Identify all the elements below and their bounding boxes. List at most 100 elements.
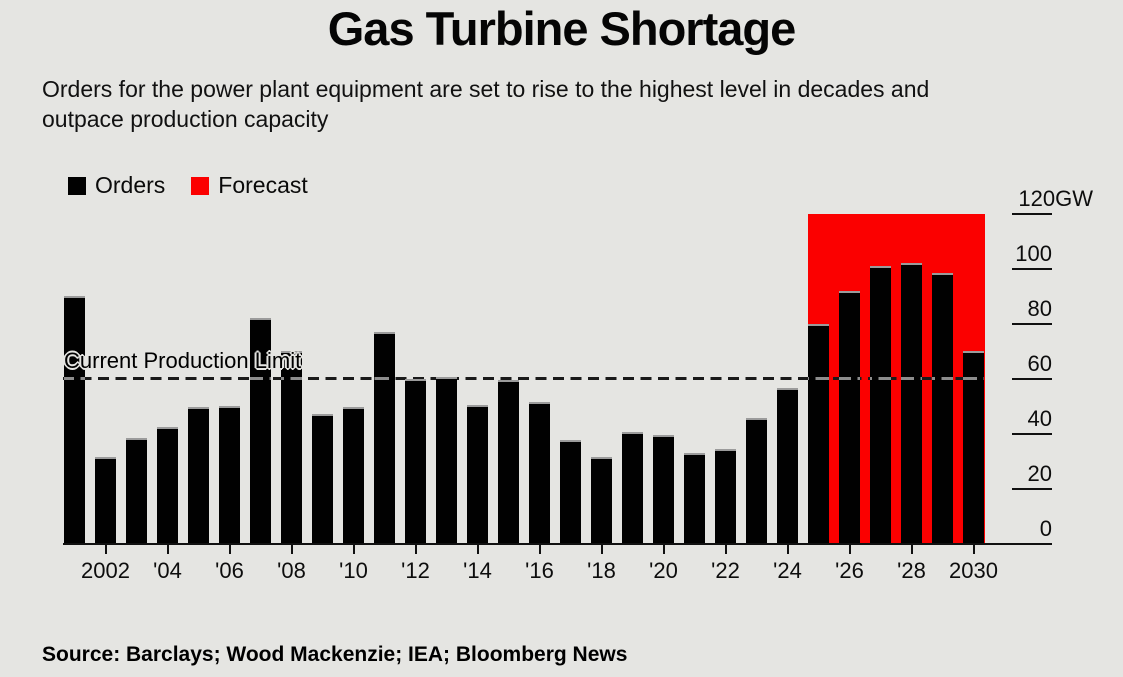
bar-2003	[126, 437, 147, 544]
x-tick-2028	[910, 544, 913, 554]
bar-2026	[839, 290, 860, 544]
bar-2025	[808, 323, 829, 544]
bar-top-edge	[622, 432, 643, 435]
source-line: Source: Barclays; Wood Mackenzie; IEA; B…	[42, 643, 628, 666]
y-tick-label-100: 100	[1015, 240, 1052, 266]
bar-2029	[932, 272, 953, 544]
y-tick-label-80: 80	[1027, 295, 1052, 321]
bar-top-edge	[963, 351, 984, 353]
subtitle-line-1: Orders for the power plant equipment are…	[42, 76, 930, 102]
legend-swatch-icon	[191, 176, 210, 195]
bar-2006	[219, 406, 240, 544]
bar-2019	[622, 432, 643, 544]
x-tick-label-2022: '22	[711, 558, 740, 583]
bar-2014	[467, 404, 488, 544]
x-axis-line	[63, 542, 1052, 545]
x-tick-2024	[786, 544, 789, 554]
y-tick-20	[1012, 487, 1052, 490]
production-limit-line-over-bar	[250, 377, 271, 380]
chart-legend: Orders Forecast	[68, 172, 308, 199]
bar-2009	[312, 414, 333, 544]
bar-2004	[157, 426, 178, 544]
bar-top-edge	[374, 331, 395, 334]
bar-2002	[95, 456, 116, 544]
bar-2012	[405, 378, 426, 544]
bar-2005	[188, 407, 209, 544]
bar-top-edge	[219, 406, 240, 408]
x-tick-label-2024: '24	[773, 558, 802, 583]
legend-label: Orders	[95, 172, 166, 198]
x-tick-2018	[600, 544, 603, 554]
bar-2015	[498, 379, 519, 544]
bar-top-edge	[250, 318, 271, 320]
x-tick-label-2008: '08	[277, 558, 306, 583]
legend-item-orders: Orders	[68, 172, 165, 199]
bar-2011	[374, 331, 395, 544]
production-limit-annotation: Current Production Limit	[64, 348, 302, 373]
x-tick-label-2006: '06	[215, 558, 244, 583]
page-title: Gas Turbine Shortage	[327, 2, 797, 55]
x-tick-2004	[166, 544, 169, 554]
bar-top-edge	[932, 272, 953, 275]
bar-top-edge	[591, 456, 612, 459]
x-tick-label-2014: '14	[463, 558, 492, 583]
legend-label: Forecast	[218, 172, 308, 198]
subtitle-line-2: outpace production capacity	[42, 106, 329, 132]
bar-top-edge	[901, 263, 922, 265]
legend-swatch-icon	[68, 176, 86, 195]
bar-top-edge	[808, 323, 829, 326]
production-limit-line-over-bar	[870, 377, 891, 380]
y-tick-40	[1012, 432, 1052, 435]
bar-top-edge	[157, 426, 178, 429]
bar-2024	[777, 388, 798, 544]
production-limit-line	[63, 377, 985, 380]
bar-2020	[653, 434, 674, 544]
y-tick-60	[1012, 377, 1052, 380]
production-limit-line-over-bar	[374, 377, 395, 380]
production-limit-line-over-bar	[281, 377, 302, 380]
bar-2017	[560, 440, 581, 544]
production-limit-line-over-bar	[932, 377, 953, 380]
y-tick-label-60: 60	[1027, 350, 1052, 376]
bar-top-edge	[126, 437, 147, 440]
bar-top-edge	[746, 418, 767, 421]
x-tick-2014	[476, 544, 479, 554]
y-tick-80	[1012, 322, 1052, 325]
bar-2013	[436, 377, 457, 544]
y-tick-120	[1012, 212, 1052, 215]
x-tick-2030	[972, 544, 975, 554]
bar-top-edge	[529, 401, 550, 404]
x-tick-label-2002: 2002	[81, 558, 130, 583]
bar-2022	[715, 448, 736, 544]
bar-top-edge	[498, 379, 519, 382]
bar-2001	[64, 296, 85, 544]
x-tick-2016	[538, 544, 541, 554]
y-tick-label-0: 0	[1039, 515, 1052, 541]
bar-2008	[281, 351, 302, 544]
bar-2028	[901, 263, 922, 544]
x-tick-label-2018: '18	[587, 558, 616, 583]
x-tick-2006	[228, 544, 231, 554]
x-tick-2012	[414, 544, 417, 554]
production-limit-line-over-bar	[808, 377, 829, 380]
x-tick-2002	[104, 544, 107, 554]
bar-2021	[684, 452, 705, 544]
bar-2030	[963, 351, 984, 544]
x-tick-2020	[662, 544, 665, 554]
x-tick-2008	[290, 544, 293, 554]
bar-top-edge	[467, 404, 488, 407]
bar-2016	[529, 401, 550, 544]
bar-top-edge	[560, 440, 581, 443]
y-tick-100	[1012, 267, 1052, 270]
bar-top-edge	[343, 407, 364, 410]
bar-2007	[250, 318, 271, 544]
production-limit-line-over-bar	[901, 377, 922, 380]
bar-2023	[746, 418, 767, 544]
bar-2018	[591, 456, 612, 544]
y-tick-label-40: 40	[1027, 405, 1052, 431]
bar-top-edge	[312, 414, 333, 417]
x-tick-label-2028: '28	[897, 558, 926, 583]
x-tick-2022	[724, 544, 727, 554]
x-tick-label-2012: '12	[401, 558, 430, 583]
x-tick-label-2016: '16	[525, 558, 554, 583]
